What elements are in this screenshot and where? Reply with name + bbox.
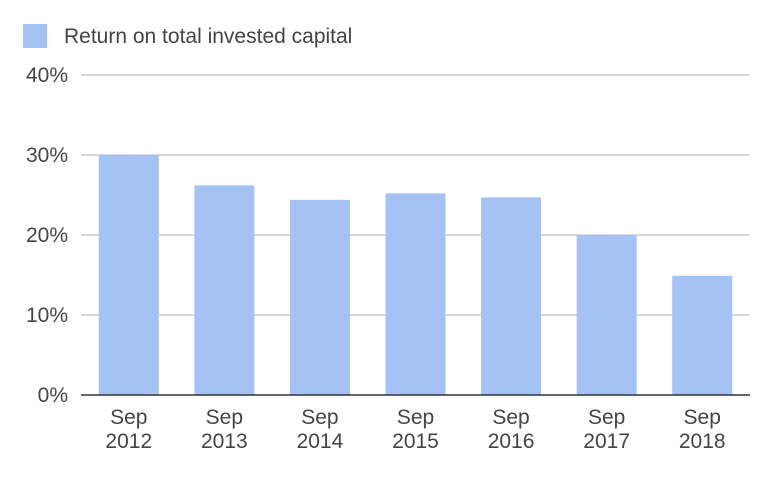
y-axis-tick-labels: 0% 10% 20% 30% 40% — [26, 64, 68, 407]
x-tick-label: Sep — [397, 406, 434, 429]
x-tick-label: Sep — [110, 406, 147, 429]
legend-label: Return on total invested capital — [64, 25, 352, 48]
x-tick-label: 2016 — [488, 430, 535, 453]
x-tick-label: Sep — [301, 406, 338, 429]
bar — [672, 275, 733, 395]
x-tick-label: 2012 — [105, 430, 152, 453]
x-tick-label: Sep — [492, 406, 529, 429]
y-tick-label: 0% — [38, 384, 68, 407]
x-tick-label: Sep — [588, 406, 625, 429]
x-tick-label: 2017 — [583, 430, 630, 453]
x-tick-label: 2018 — [679, 430, 726, 453]
y-tick-label: 10% — [26, 304, 68, 327]
x-tick-label: Sep — [684, 406, 721, 429]
bars — [98, 155, 733, 395]
x-tick-label: 2013 — [201, 430, 248, 453]
bar — [385, 193, 446, 395]
legend-swatch — [23, 24, 47, 48]
bar — [194, 185, 255, 395]
x-axis-tick-labels: Sep2012Sep2013Sep2014Sep2015Sep2016Sep20… — [105, 406, 725, 453]
y-tick-label: 20% — [26, 224, 68, 247]
bar — [289, 199, 350, 395]
y-tick-label: 40% — [26, 64, 68, 87]
x-tick-label: 2014 — [297, 430, 344, 453]
legend: Return on total invested capital — [23, 24, 352, 48]
bar — [98, 155, 159, 395]
bar — [481, 197, 542, 395]
y-tick-label: 30% — [26, 144, 68, 167]
x-tick-label: Sep — [206, 406, 243, 429]
x-tick-label: 2015 — [392, 430, 439, 453]
bar — [576, 235, 637, 395]
